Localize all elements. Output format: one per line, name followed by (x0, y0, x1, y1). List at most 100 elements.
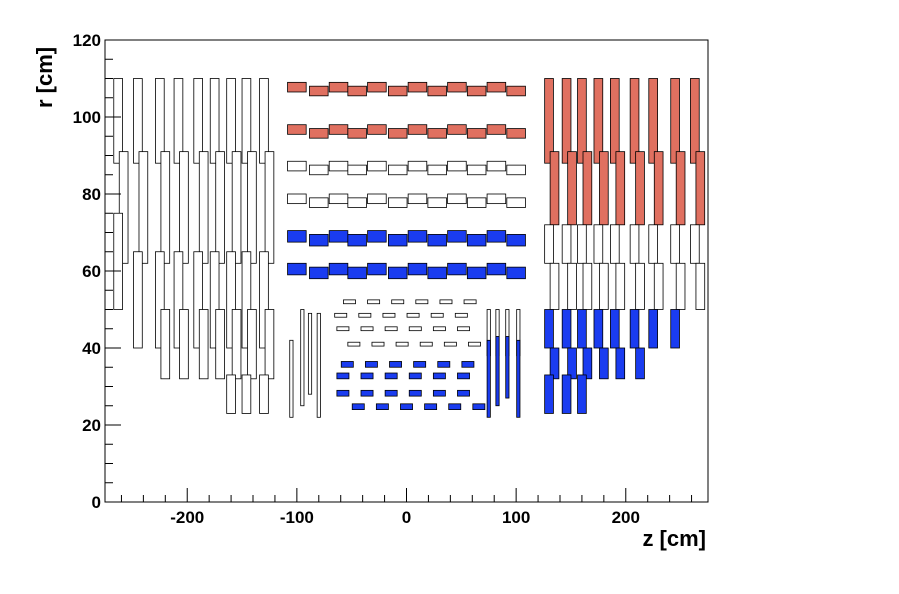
inner-endcap-right-module (486, 339, 491, 418)
endcap-right-module (615, 262, 626, 310)
endcap-right-module (549, 151, 560, 226)
barrel-mid-1-module (486, 160, 507, 172)
endcap-right-module (653, 262, 664, 310)
barrel-outer-2-module (427, 128, 447, 139)
endcap-left-module (259, 78, 269, 164)
endcap-right-module (593, 224, 604, 264)
barrel-mid-2-module (506, 197, 526, 208)
barrel-mid-1-module (367, 160, 387, 172)
axes-layer: -200 -100 0 100 200 0 20 40 60 80 100 120 (73, 31, 693, 527)
endcap-left-module (155, 78, 165, 164)
barrel-outer-2-module (486, 124, 507, 135)
y-tick-label: 20 (82, 416, 101, 435)
y-tick-label: 120 (73, 31, 101, 50)
barrel-outer-2-module (447, 124, 467, 135)
endcap-right-module (599, 347, 609, 380)
endcap-right-module (648, 224, 658, 264)
endcap-right-module (635, 347, 645, 380)
inner-endcap-left-module (316, 312, 321, 418)
endcap-right-module (577, 309, 587, 349)
barrel-mid-2-module (407, 193, 428, 205)
barrel-mid-1-module (466, 164, 487, 176)
barrel-mid-2-module (347, 197, 367, 208)
barrel-inner-2-module (427, 266, 447, 280)
endcap-left-module (231, 151, 242, 264)
endcap-left-module (193, 251, 203, 349)
endcap-right-module (670, 224, 680, 264)
y-tick-label: 80 (82, 185, 101, 204)
endcap-right-module (615, 347, 626, 380)
barrel-mid-2-module (309, 197, 329, 208)
endcap-left-module (133, 78, 143, 164)
barrel-mid-1-module (427, 164, 447, 176)
barrel-outer-1-module (347, 85, 367, 97)
tib-8-module (375, 403, 389, 411)
endcap-right-module (561, 224, 572, 264)
barrel-outer-1-module (486, 81, 507, 93)
y-tick-label: 100 (73, 108, 101, 127)
endcap-left-module (226, 374, 236, 414)
barrel-outer-1-module (287, 81, 307, 93)
barrel-outer-2-module (407, 124, 428, 135)
barrel-inner-1-module (447, 230, 467, 243)
tib-4-module (419, 341, 433, 347)
y-tick-label: 40 (82, 339, 101, 358)
barrel-outer-1-module (367, 81, 387, 93)
tib-3-module (336, 326, 350, 332)
endcap-left-module (193, 78, 203, 164)
endcap-left-module (155, 251, 165, 349)
inner-endcap-left-module (307, 312, 313, 395)
barrel-mid-2-module (466, 197, 487, 208)
endcap-right-module (593, 78, 604, 164)
barrel-inner-1-module (388, 234, 408, 247)
endcap-left-module (198, 151, 209, 264)
inner-endcap-right-module (505, 336, 510, 399)
endcap-right-module (599, 262, 609, 310)
barrel-outer-1-module (447, 81, 467, 93)
x-tick-label: -200 (170, 508, 204, 527)
barrel-inner-2-module (347, 266, 367, 280)
tib-3-module (360, 326, 374, 332)
tib-2-module (406, 312, 420, 318)
tib-1-module (415, 299, 429, 305)
endcap-left-module (160, 151, 171, 264)
endcap-left-module (209, 78, 220, 164)
endcap-right-module (544, 78, 554, 164)
tib-8-module (351, 403, 365, 411)
tib-4-module (395, 341, 409, 347)
barrel-inner-1-module (486, 230, 507, 243)
endcap-right-module (544, 224, 554, 264)
barrel-inner-1-module (347, 234, 367, 247)
endcap-right-module (582, 151, 593, 226)
endcap-left-module (209, 251, 220, 349)
tib-6-module (336, 372, 350, 380)
endcap-right-module (629, 224, 640, 264)
x-axis-title: z [cm] (642, 526, 706, 551)
tib-5-module (340, 361, 354, 368)
barrel-inner-2-module (447, 262, 467, 276)
tib-2-module (358, 312, 372, 318)
barrel-mid-1-module (388, 164, 408, 176)
inner-endcap-left-module (289, 339, 294, 418)
barrel-outer-2-module (388, 128, 408, 139)
inner-endcap-right-module (495, 336, 500, 407)
tib-6-module (432, 372, 446, 380)
endcap-left-module (133, 251, 143, 349)
tib-4-module (371, 341, 385, 347)
tib-8-module (448, 403, 462, 411)
barrel-inner-2-module (486, 262, 507, 276)
tib-1-module (391, 299, 405, 305)
x-tick-label: 0 (402, 508, 411, 527)
endcap-right-module (544, 374, 554, 414)
barrel-mid-2-module (367, 193, 387, 205)
barrel-outer-2-module (309, 128, 329, 139)
barrel-outer-1-module (506, 85, 526, 97)
barrel-mid-2-module (486, 193, 507, 205)
tib-8-module (472, 403, 486, 411)
endcap-left-module (179, 151, 189, 264)
barrel-inner-1-module (287, 230, 307, 243)
tib-1-module (367, 299, 381, 305)
endcap-left-module (226, 78, 236, 164)
endcap-right-module (577, 374, 587, 414)
